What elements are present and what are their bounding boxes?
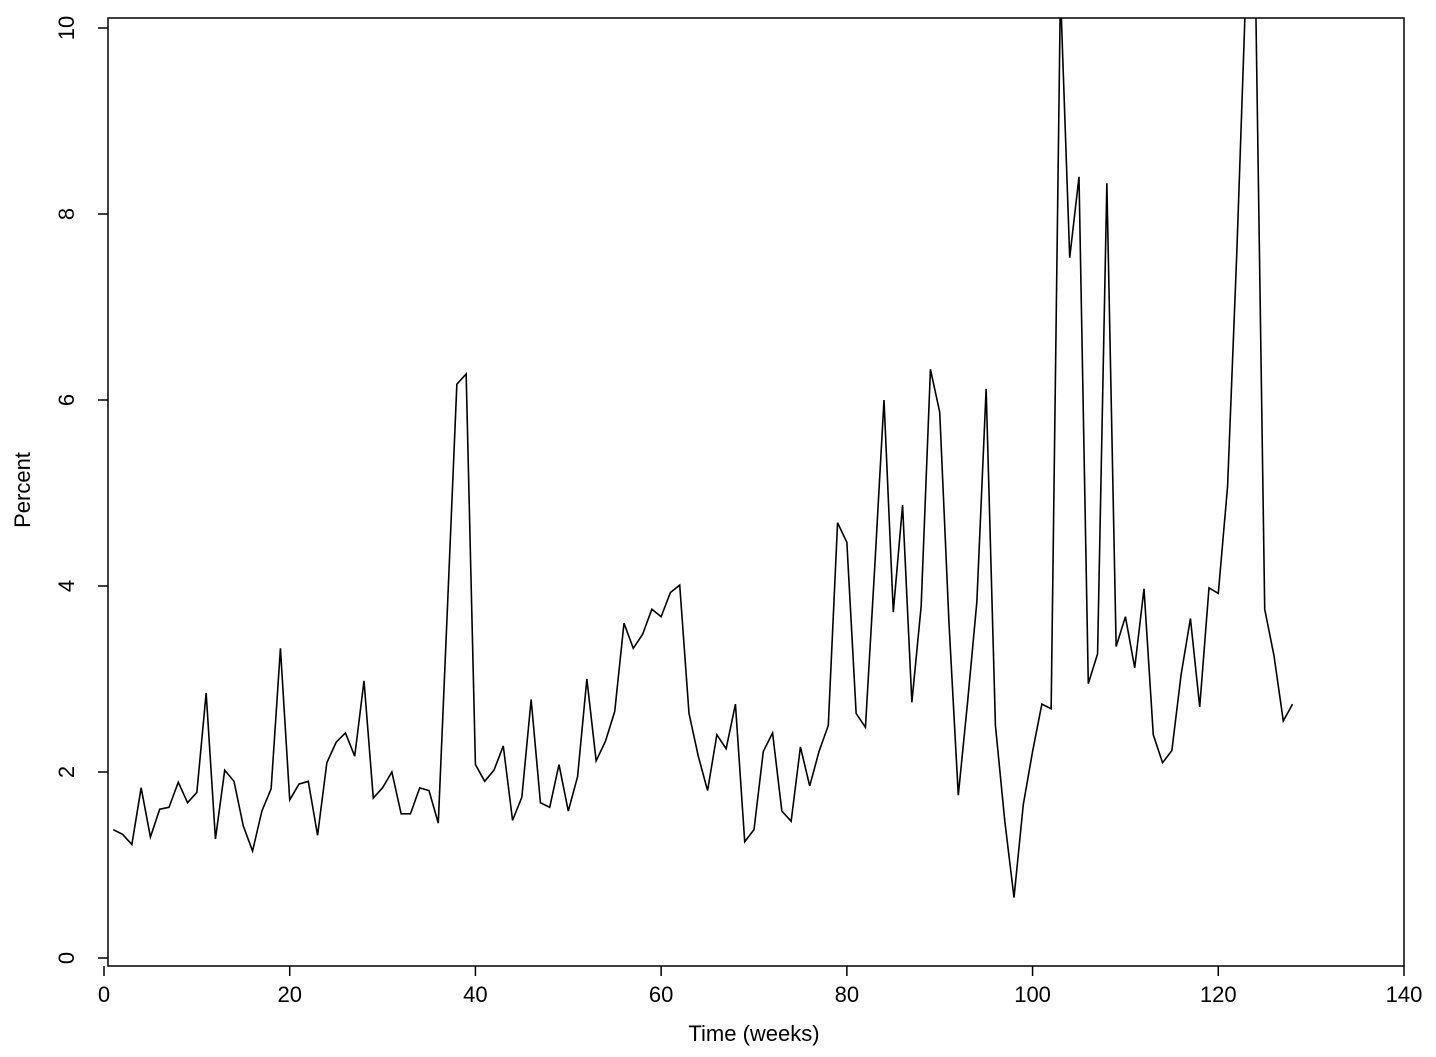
x-tick-label: 60 (649, 982, 673, 1007)
plot-frame (107, 17, 1405, 967)
x-axis-label: Time (weeks) (688, 1021, 819, 1046)
y-axis-label: Percent (10, 452, 35, 528)
x-tick-label: 100 (1014, 982, 1051, 1007)
y-tick-label: 0 (54, 952, 79, 964)
y-tick-label: 8 (54, 208, 79, 220)
x-tick-label: 120 (1200, 982, 1237, 1007)
x-tick-label: 20 (277, 982, 301, 1007)
y-tick-label: 10 (54, 16, 79, 40)
y-tick-label: 2 (54, 766, 79, 778)
x-tick-label: 140 (1386, 982, 1423, 1007)
x-tick-label: 80 (835, 982, 859, 1007)
y-tick-label: 4 (54, 580, 79, 592)
line-series (112, 18, 1294, 898)
x-tick-label: 0 (98, 982, 110, 1007)
y-tick-label: 6 (54, 394, 79, 406)
x-tick-label: 40 (463, 982, 487, 1007)
